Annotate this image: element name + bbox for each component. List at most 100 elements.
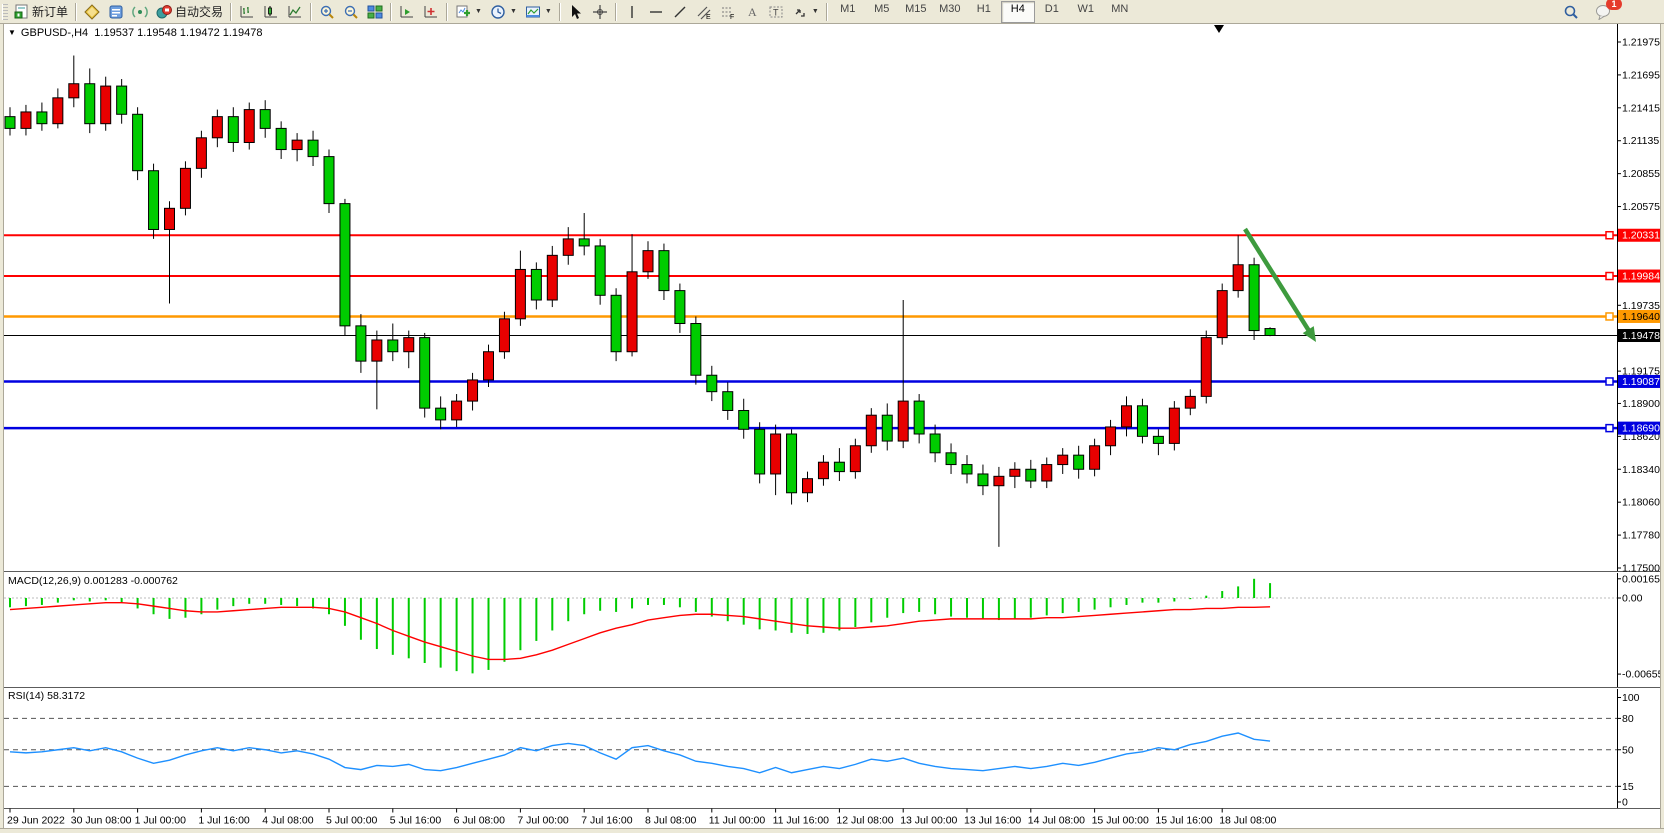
- search-button[interactable]: [1559, 1, 1583, 23]
- horizontal-line-icon: [648, 4, 664, 20]
- time-axis-label: 11 Jul 16:00: [773, 815, 830, 827]
- toolbar-drag-handle[interactable]: [2, 3, 8, 20]
- svg-text:A: A: [748, 5, 757, 19]
- data-window-icon: [108, 4, 124, 20]
- rsi-axis-label: 0: [1622, 797, 1628, 809]
- candle-body: [84, 83, 96, 125]
- notification-badge: 1: [1606, 0, 1622, 10]
- time-axis-label: 1 Jul 16:00: [198, 815, 250, 827]
- candle-body: [802, 478, 813, 494]
- candle-body: [68, 83, 80, 99]
- candle-body: [419, 337, 431, 409]
- auto-trading-label: 自动交易: [175, 5, 224, 19]
- time-axis-label: 13 Jul 00:00: [900, 815, 957, 827]
- bar-chart-button[interactable]: [235, 1, 259, 23]
- price-tag-1.20331: [1618, 228, 1663, 242]
- timeframe-h1-button[interactable]: H1: [976, 2, 991, 15]
- zoom-in-button[interactable]: [315, 1, 339, 23]
- candle-body: [1216, 290, 1228, 339]
- timeframe-h4-button[interactable]: H4: [1000, 0, 1035, 23]
- svg-text:F: F: [730, 14, 734, 20]
- candle-body: [770, 433, 782, 475]
- candle-body: [1232, 264, 1244, 292]
- candle-body: [1121, 405, 1132, 428]
- arrows-tool-button[interactable]: ▼: [788, 1, 823, 23]
- market-watch-button[interactable]: [80, 1, 104, 23]
- svg-text:T: T: [773, 7, 779, 17]
- candle-body: [642, 250, 654, 273]
- timeframe-w1-button[interactable]: W1: [1077, 2, 1095, 15]
- candle-body: [546, 254, 558, 301]
- trend-arrow-head[interactable]: [1302, 326, 1316, 342]
- clock-icon: [490, 4, 506, 20]
- chart-shift-button[interactable]: [419, 1, 443, 23]
- price-axis-label: 1.21695: [1622, 69, 1660, 81]
- text-tool-button[interactable]: A: [740, 1, 764, 23]
- crosshair-icon: [592, 4, 608, 20]
- fibonacci-icon: F: [720, 4, 736, 20]
- rsi-axis-label: 80: [1622, 713, 1634, 725]
- auto-scroll-icon: [399, 4, 415, 20]
- time-axis-label: 30 Jun 08:00: [71, 815, 132, 827]
- notifications-button[interactable]: 1: [1591, 0, 1622, 23]
- templates-button[interactable]: ▼: [521, 1, 556, 23]
- equidistant-channel-tool-button[interactable]: E: [692, 1, 716, 23]
- time-marker-icon[interactable]: [1214, 25, 1224, 33]
- candle-body: [20, 111, 32, 129]
- new-order-button[interactable]: 新订单: [10, 1, 72, 23]
- candle-body: [323, 156, 335, 205]
- timeframe-mn-button[interactable]: MN: [1111, 2, 1129, 15]
- hline-handle-1.20331[interactable]: [1605, 230, 1614, 240]
- candle-body: [1200, 337, 1212, 397]
- candlestick-chart-button[interactable]: [259, 1, 283, 23]
- chat-bubble-icon: [1595, 4, 1612, 20]
- price-axis-label: 1.17780: [1622, 530, 1660, 542]
- candle-body: [371, 339, 383, 362]
- vertical-line-icon: [624, 4, 640, 20]
- tile-windows-button[interactable]: [363, 1, 387, 23]
- vertical-line-tool-button[interactable]: [620, 1, 644, 23]
- auto-scroll-button[interactable]: [395, 1, 419, 23]
- horizontal-line-tool-button[interactable]: [644, 1, 668, 23]
- periods-button[interactable]: ▼: [486, 1, 521, 23]
- candle-body: [945, 452, 957, 466]
- trendline-tool-button[interactable]: [668, 1, 692, 23]
- zoom-out-button[interactable]: [339, 1, 363, 23]
- candle-body: [498, 318, 510, 353]
- time-axis-label: 15 Jul 16:00: [1155, 815, 1212, 827]
- price-axis-label: 1.20575: [1622, 201, 1660, 213]
- window-right-border-line: [1660, 23, 1661, 833]
- hline-handle-1.19087[interactable]: [1605, 377, 1614, 386]
- candle-body: [1089, 445, 1101, 470]
- rsi-name: RSI(14): [8, 690, 45, 702]
- auto-trading-button[interactable]: 自动交易: [152, 1, 227, 23]
- window-left-border: [0, 23, 4, 833]
- crosshair-tool-button[interactable]: [588, 1, 612, 23]
- new-chart-button[interactable]: ▼: [451, 1, 486, 23]
- chart-dropdown-icon[interactable]: ▼: [8, 28, 16, 37]
- trend-arrow-line[interactable]: [1243, 227, 1313, 335]
- signals-button[interactable]: [128, 1, 152, 23]
- timeframe-d1-button[interactable]: D1: [1044, 2, 1059, 15]
- fibonacci-tool-button[interactable]: F: [716, 1, 740, 23]
- hline-handle-1.19640[interactable]: [1605, 312, 1614, 321]
- timeframe-m1-button[interactable]: M1: [840, 2, 856, 15]
- timeframe-m5-button[interactable]: M5: [874, 2, 890, 15]
- text-label-tool-button[interactable]: T: [764, 1, 788, 23]
- time-axis-label: 6 Jul 08:00: [454, 815, 506, 827]
- data-window-button[interactable]: [104, 1, 128, 23]
- timeframe-m30-button[interactable]: M30: [939, 2, 961, 15]
- candle-body: [706, 374, 718, 393]
- time-axis-label: 1 Jul 00:00: [135, 815, 187, 827]
- candle-body: [259, 109, 271, 129]
- macd-axis-label: -0.006559: [1622, 669, 1664, 681]
- hline-handle-1.18690[interactable]: [1605, 423, 1614, 433]
- candle-body: [1073, 454, 1085, 470]
- candle-body: [849, 445, 861, 473]
- line-chart-icon: [287, 4, 303, 20]
- timeframe-m15-button[interactable]: M15: [905, 2, 927, 15]
- cursor-tool-button[interactable]: [564, 1, 588, 23]
- line-chart-button[interactable]: [283, 1, 307, 23]
- macd-name: MACD(12,26,9): [8, 575, 81, 587]
- hline-handle-1.19984[interactable]: [1605, 271, 1614, 281]
